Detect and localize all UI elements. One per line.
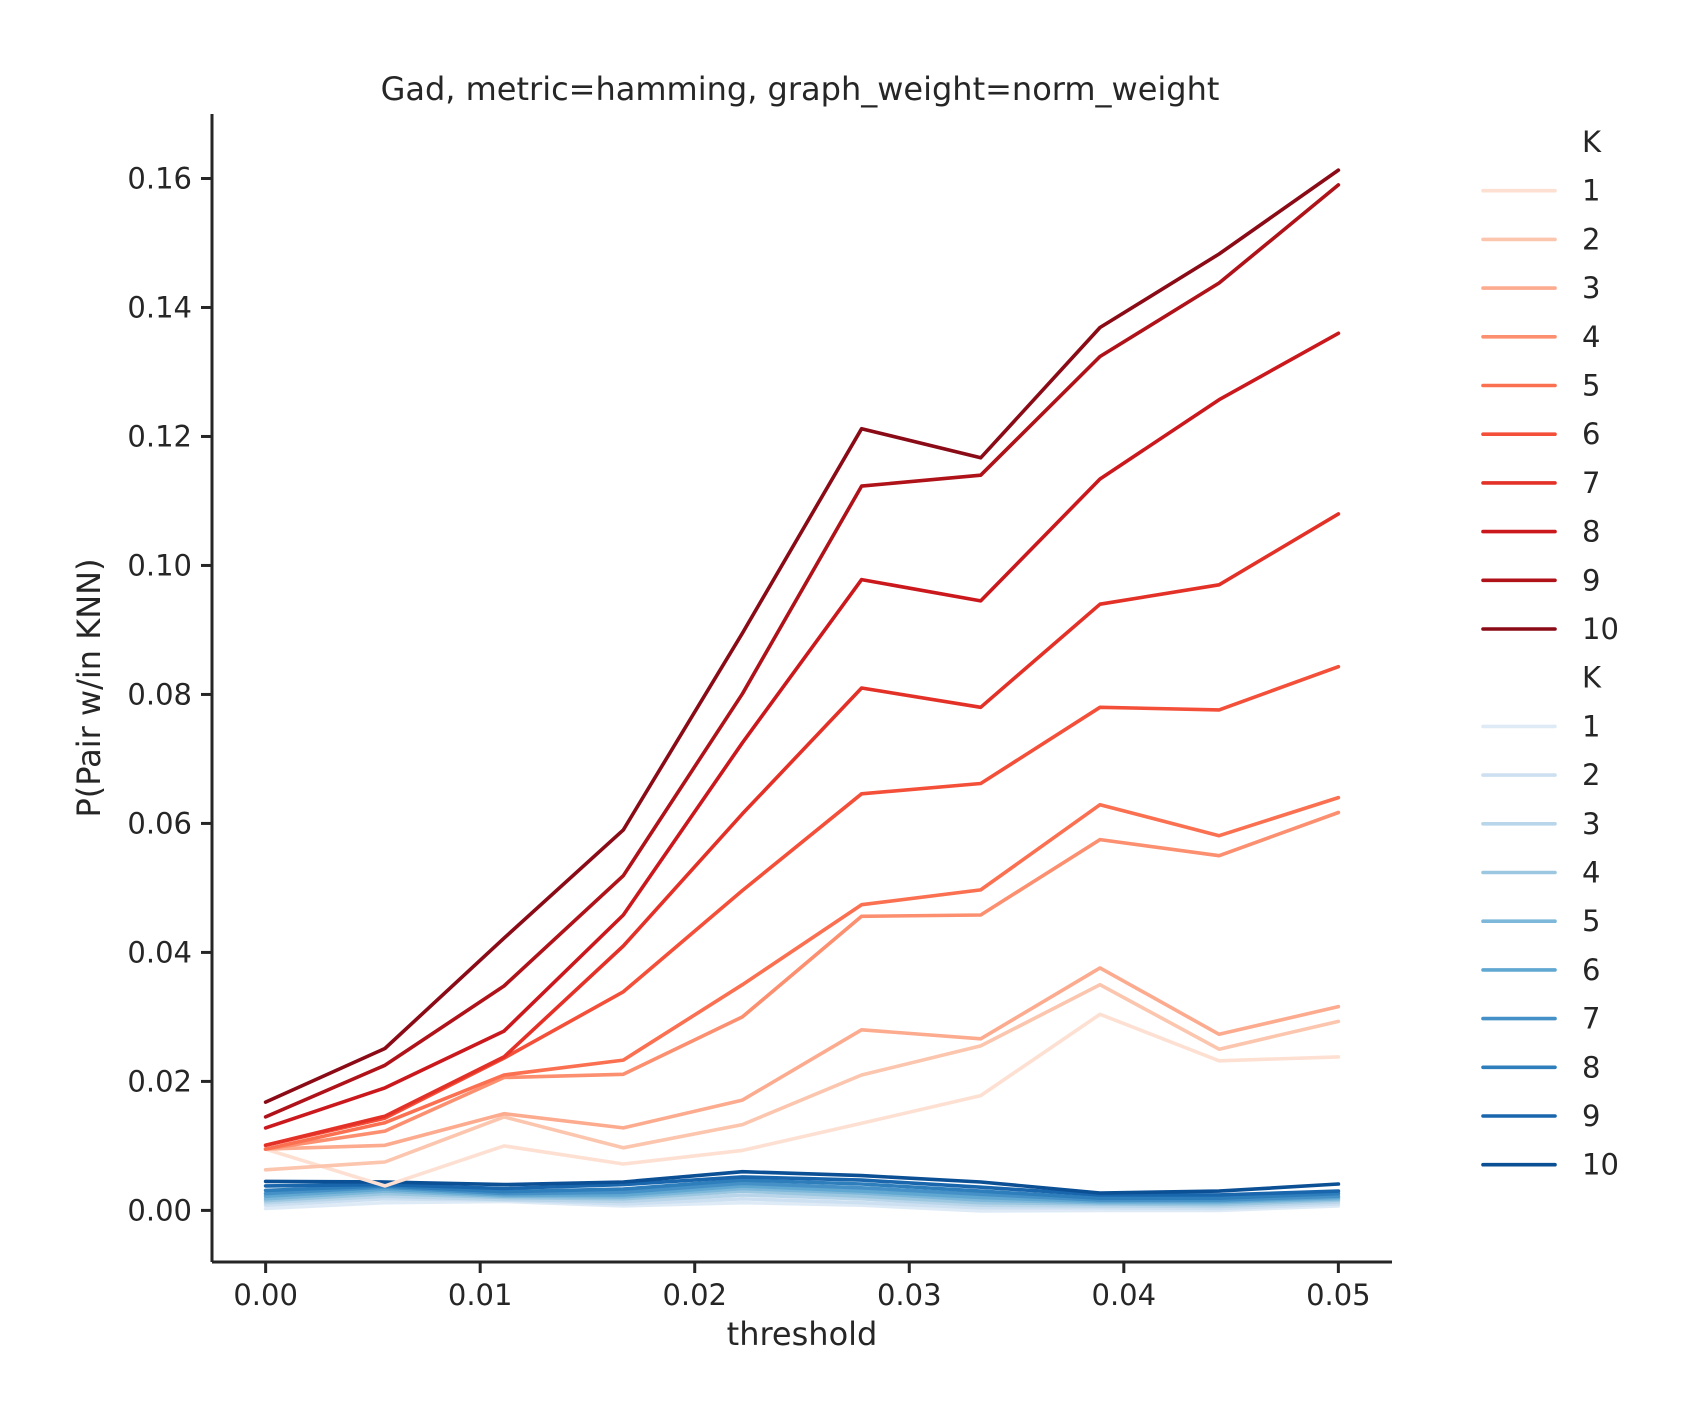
series-line-group1-k1 [263, 1012, 1341, 1188]
x-tick-label: 0.05 [1306, 1278, 1371, 1312]
chart-title: Gad, metric=hamming, graph_weight=norm_w… [381, 70, 1220, 108]
series-line-group2-k8 [263, 1178, 1341, 1200]
legend-entry-label: 6 [1582, 953, 1600, 987]
series-line-group1-k10 [263, 168, 1341, 1104]
y-axis-label: P(Pair w/in KNN) [70, 558, 108, 817]
x-axis-label: threshold [727, 1315, 878, 1353]
y-tick-label: 0.02 [127, 1064, 192, 1098]
x-tick-label: 0.00 [233, 1278, 298, 1312]
legend-entry-label: 5 [1582, 904, 1600, 938]
x-tick-label: 0.04 [1092, 1278, 1157, 1312]
legend-entry-label: 7 [1582, 466, 1600, 500]
series-line-group1-k6 [263, 664, 1341, 1148]
plot-area [263, 168, 1341, 1213]
legend-title: K [1582, 661, 1602, 695]
x-tick-label: 0.01 [448, 1278, 513, 1312]
legend-entry-label: 3 [1582, 271, 1600, 305]
series-line-group2-k1 [263, 1199, 1341, 1213]
legend-entry-label: 5 [1582, 369, 1600, 403]
legend-entry-label: 6 [1582, 417, 1600, 451]
series-line-group1-k9 [263, 183, 1341, 1119]
series-line-group2-k10 [263, 1169, 1341, 1195]
x-tick-label: 0.02 [662, 1278, 727, 1312]
x-tick-label: 0.03 [877, 1278, 942, 1312]
series-line-group1-k2 [263, 982, 1341, 1172]
series-line-group1-k7 [263, 512, 1341, 1148]
y-tick-label: 0.08 [127, 677, 192, 711]
legend-entry-label: 2 [1582, 758, 1600, 792]
legend-entry-label: 4 [1582, 320, 1600, 354]
y-tick-label: 0.00 [127, 1193, 192, 1227]
legend-entry-label: 1 [1582, 174, 1600, 208]
x-ticks: 0.00 0.01 0.02 0.03 0.04 0.05 [233, 1262, 1371, 1312]
y-ticks: 0.00 0.02 0.04 0.06 0.08 0.10 0.12 0.14 0.16 [127, 161, 212, 1227]
legend-entry-label: 7 [1582, 1002, 1600, 1036]
series-line-group1-k8 [263, 331, 1341, 1130]
legend-entry-label: 10 [1582, 612, 1619, 646]
axes [210, 114, 1392, 1264]
series-line-group1-k4 [263, 810, 1341, 1151]
legend-entry-label: 1 [1582, 709, 1600, 743]
y-tick-label: 0.14 [127, 290, 192, 324]
legend-entry-label: 2 [1582, 222, 1600, 256]
y-tick-label: 0.10 [127, 548, 192, 582]
series-line-group2-k9 [263, 1175, 1341, 1197]
y-tick-label: 0.16 [127, 161, 192, 195]
legend-entry-label: 9 [1582, 1099, 1600, 1133]
legend-entry-label: 9 [1582, 563, 1600, 597]
y-tick-label: 0.12 [127, 419, 192, 453]
legend-entry-label: 4 [1582, 856, 1600, 890]
series-line-group1-k3 [263, 966, 1341, 1151]
legend-entry-label: 8 [1582, 515, 1600, 549]
legend-entry-label: 3 [1582, 807, 1600, 841]
series-line-group2-k3 [263, 1193, 1341, 1209]
legend: K 1 2 3 4 5 6 7 8 9 10 K 1 2 3 4 5 6 7 8 9 10 [1481, 125, 1619, 1182]
series-line-group1-k5 [263, 795, 1341, 1151]
y-tick-label: 0.06 [127, 806, 192, 840]
legend-entry-label: 8 [1582, 1050, 1600, 1084]
legend-title: K [1582, 125, 1602, 159]
y-tick-label: 0.04 [127, 935, 192, 969]
legend-entry-label: 10 [1582, 1148, 1619, 1182]
